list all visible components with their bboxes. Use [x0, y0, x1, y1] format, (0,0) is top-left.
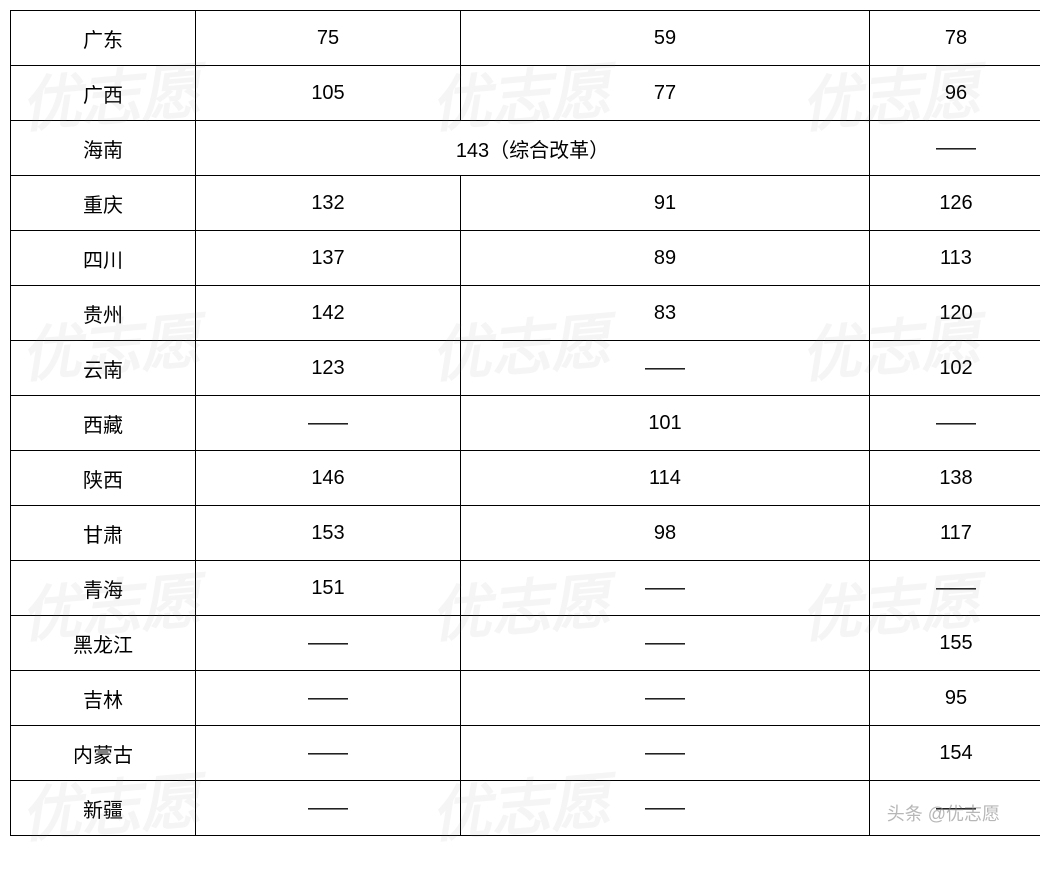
table-row: 重庆13291126 — [11, 176, 1040, 231]
table-row: 广西1057796 — [11, 66, 1040, 121]
value-cell-2: —— — [461, 616, 870, 671]
value-cell-2: 59 — [461, 11, 870, 66]
value-cell-2: —— — [461, 781, 870, 836]
province-cell: 贵州 — [11, 286, 196, 341]
value-cell-3: —— — [870, 121, 1040, 176]
table-row: 陕西146114138 — [11, 451, 1040, 506]
value-cell-1: 142 — [196, 286, 461, 341]
value-cell-1: —— — [196, 781, 461, 836]
province-cell: 陕西 — [11, 451, 196, 506]
value-cell-1: 151 — [196, 561, 461, 616]
table-row: 甘肃15398117 — [11, 506, 1040, 561]
province-cell: 云南 — [11, 341, 196, 396]
value-cell-1: 105 — [196, 66, 461, 121]
province-cell: 四川 — [11, 231, 196, 286]
value-cell-1: 75 — [196, 11, 461, 66]
value-cell-3: 138 — [870, 451, 1040, 506]
province-cell: 广西 — [11, 66, 196, 121]
value-cell-2: —— — [461, 726, 870, 781]
table-row: 青海151———— — [11, 561, 1040, 616]
province-cell: 新疆 — [11, 781, 196, 836]
value-cell-1: —— — [196, 616, 461, 671]
value-cell-3: 102 — [870, 341, 1040, 396]
province-cell: 西藏 — [11, 396, 196, 451]
value-cell-1: 132 — [196, 176, 461, 231]
value-cell-3: 117 — [870, 506, 1040, 561]
footer-attribution: 头条 @优志愿 — [887, 800, 1000, 826]
value-cell-2: 101 — [461, 396, 870, 451]
table-row: 黑龙江————155 — [11, 616, 1040, 671]
value-cell-3: 78 — [870, 11, 1040, 66]
province-cell: 内蒙古 — [11, 726, 196, 781]
table-row: 贵州14283120 — [11, 286, 1040, 341]
value-cell-3: 126 — [870, 176, 1040, 231]
merged-value-cell: 143（综合改革） — [196, 121, 870, 176]
value-cell-1: 137 — [196, 231, 461, 286]
province-cell: 青海 — [11, 561, 196, 616]
province-cell: 吉林 — [11, 671, 196, 726]
value-cell-2: 91 — [461, 176, 870, 231]
value-cell-2: 89 — [461, 231, 870, 286]
value-cell-2: 114 — [461, 451, 870, 506]
province-cell: 甘肃 — [11, 506, 196, 561]
value-cell-3: 95 — [870, 671, 1040, 726]
value-cell-1: 123 — [196, 341, 461, 396]
value-cell-2: 77 — [461, 66, 870, 121]
province-cell: 重庆 — [11, 176, 196, 231]
table-row: 西藏——101—— — [11, 396, 1040, 451]
value-cell-3: 96 — [870, 66, 1040, 121]
table-row: 广东755978 — [11, 11, 1040, 66]
value-cell-2: 98 — [461, 506, 870, 561]
value-cell-1: 153 — [196, 506, 461, 561]
value-cell-2: —— — [461, 341, 870, 396]
value-cell-1: —— — [196, 396, 461, 451]
table-row: 海南143（综合改革）—— — [11, 121, 1040, 176]
value-cell-2: —— — [461, 561, 870, 616]
province-data-table: 广东755978广西1057796海南143（综合改革）——重庆13291126… — [10, 10, 1040, 836]
value-cell-2: —— — [461, 671, 870, 726]
province-cell: 海南 — [11, 121, 196, 176]
value-cell-3: —— — [870, 396, 1040, 451]
province-cell: 广东 — [11, 11, 196, 66]
table-row: 吉林————95 — [11, 671, 1040, 726]
table-row: 云南123——102 — [11, 341, 1040, 396]
province-cell: 黑龙江 — [11, 616, 196, 671]
table-row: 四川13789113 — [11, 231, 1040, 286]
value-cell-3: 113 — [870, 231, 1040, 286]
value-cell-1: —— — [196, 671, 461, 726]
value-cell-3: 155 — [870, 616, 1040, 671]
table-body: 广东755978广西1057796海南143（综合改革）——重庆13291126… — [11, 11, 1040, 836]
table-row: 新疆—————— — [11, 781, 1040, 836]
value-cell-3: 154 — [870, 726, 1040, 781]
value-cell-3: 120 — [870, 286, 1040, 341]
value-cell-3: —— — [870, 561, 1040, 616]
value-cell-2: 83 — [461, 286, 870, 341]
table-row: 内蒙古————154 — [11, 726, 1040, 781]
value-cell-1: 146 — [196, 451, 461, 506]
value-cell-1: —— — [196, 726, 461, 781]
